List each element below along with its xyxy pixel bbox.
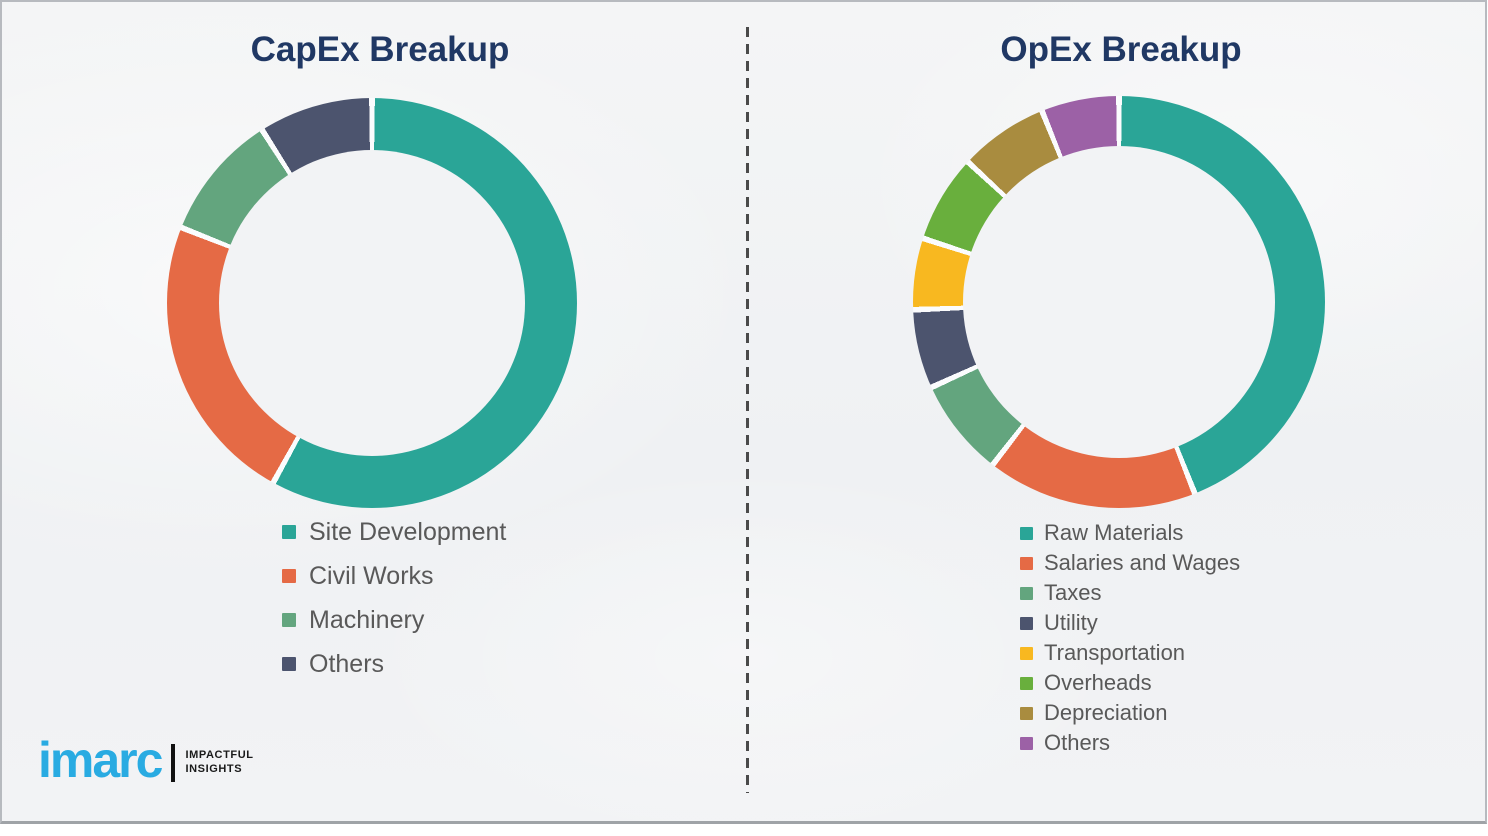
logo-tagline: IMPACTFUL INSIGHTS (185, 749, 253, 777)
legend-item: Raw Materials (1020, 518, 1240, 548)
legend-marker (282, 613, 296, 627)
legend-item: Others (1020, 728, 1240, 758)
legend-item: Utility (1020, 608, 1240, 638)
legend-marker (1020, 706, 1033, 720)
legend-item: Civil Works (282, 554, 506, 598)
opex-donut-chart (913, 96, 1325, 508)
capex-donut-hole (219, 150, 525, 456)
legend-label: Machinery (309, 605, 425, 634)
legend-label: Civil Works (309, 561, 434, 590)
legend-marker (282, 525, 296, 539)
legend-label: Depreciation (1044, 700, 1168, 725)
opex-donut-hole (963, 146, 1275, 458)
legend-item: Taxes (1020, 578, 1240, 608)
capex-legend: Site Development Civil Works Machinery Othe… (282, 510, 506, 686)
legend-label: Others (1044, 730, 1111, 755)
legend-label: Utility (1044, 610, 1098, 635)
capex-chart-title: CapEx Breakup (250, 30, 510, 69)
legend-label: Others (309, 649, 385, 678)
legend-item: Depreciation (1020, 698, 1240, 728)
legend-marker (1020, 736, 1033, 750)
legend-label: Salaries and Wages (1044, 550, 1241, 575)
imarc-wordmark: imarc (38, 732, 163, 788)
legend-item: Salaries and Wages (1020, 548, 1240, 578)
legend-marker (1020, 646, 1033, 660)
legend-label: Site Development (309, 517, 507, 546)
legend-marker (1020, 586, 1033, 600)
logo-divider-bar (171, 744, 176, 782)
legend-marker (1020, 556, 1033, 570)
legend-marker (282, 569, 296, 583)
legend-marker (282, 657, 296, 671)
legend-label: Taxes (1044, 580, 1102, 605)
legend-label: Raw Materials (1044, 520, 1184, 545)
legend-marker (1020, 676, 1033, 690)
legend-item: Machinery (282, 598, 506, 642)
legend-marker (1020, 526, 1033, 540)
legend-item: Overheads (1020, 668, 1240, 698)
opex-legend: Raw Materials Salaries and Wages Taxes Util… (1020, 518, 1240, 758)
legend-marker (1020, 616, 1033, 630)
logo-tagline-line2: INSIGHTS (185, 763, 243, 775)
imarc-logo: imarc IMPACTFUL INSIGHTS (38, 735, 254, 785)
capex-donut-chart (167, 98, 577, 508)
legend-label: Transportation (1044, 640, 1186, 665)
logo-tagline-line1: IMPACTFUL (185, 749, 254, 762)
dashed-divider (746, 27, 749, 793)
opex-chart-title: OpEx Breakup (1000, 30, 1242, 69)
legend-item: Site Development (282, 510, 506, 554)
legend-item: Transportation (1020, 638, 1240, 668)
legend-item: Others (282, 642, 506, 686)
legend-label: Overheads (1044, 670, 1152, 695)
